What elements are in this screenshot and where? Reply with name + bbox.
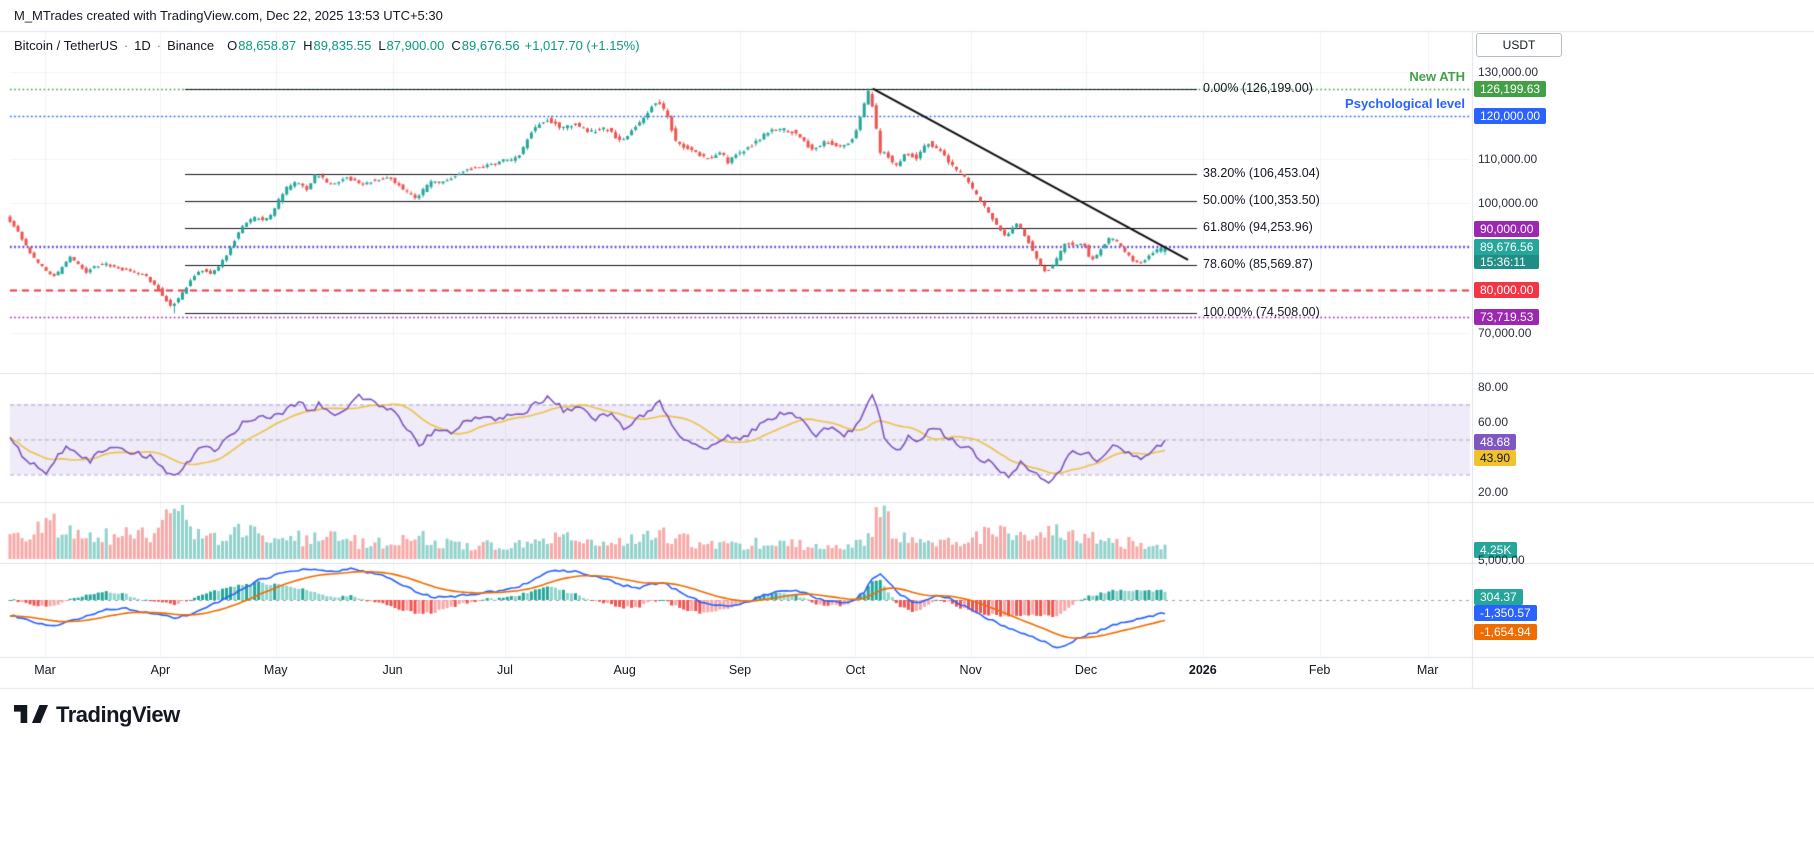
currency-label-text: USDT: [1502, 38, 1536, 52]
ohlc-key: H: [303, 38, 313, 53]
tradingview-logo-icon: [14, 705, 48, 723]
price-axis[interactable]: [1472, 31, 1814, 688]
separator-dot: ·: [123, 38, 129, 53]
time-axis[interactable]: [0, 657, 1470, 688]
tradingview-logo-text: TradingView: [56, 701, 180, 727]
ohlc-value: 88,658.87: [238, 38, 297, 53]
currency-label[interactable]: USDT: [1476, 33, 1562, 57]
attribution-text: M_MTrades created with TradingView.com, …: [14, 8, 443, 23]
tradingview-logo[interactable]: TradingView: [14, 701, 180, 728]
interval-label[interactable]: 1D: [134, 38, 151, 53]
symbol-header: Bitcoin / TetherUS · 1D · Binance O88,65…: [14, 38, 640, 53]
ohlc-key: O: [227, 38, 238, 53]
exchange-label: Binance: [167, 38, 215, 53]
ohlc-values: O88,658.87 H89,835.55 L87,900.00 C89,676.56: [227, 38, 520, 53]
ohlc-pair: L87,900.00: [378, 38, 444, 53]
ohlc-key: C: [451, 38, 461, 53]
separator-dot: ·: [156, 38, 162, 53]
ohlc-value: 87,900.00: [386, 38, 445, 53]
ohlc-pair: C89,676.56: [451, 38, 519, 53]
ohlc-pair: H89,835.55: [303, 38, 371, 53]
symbol-title[interactable]: Bitcoin / TetherUS: [14, 38, 118, 53]
ohlc-key: L: [378, 38, 386, 53]
price-change: +1,017.70 (+1.15%): [524, 38, 640, 53]
ohlc-value: 89,835.55: [313, 38, 372, 53]
ohlc-pair: O88,658.87: [227, 38, 296, 53]
ohlc-value: 89,676.56: [461, 38, 520, 53]
